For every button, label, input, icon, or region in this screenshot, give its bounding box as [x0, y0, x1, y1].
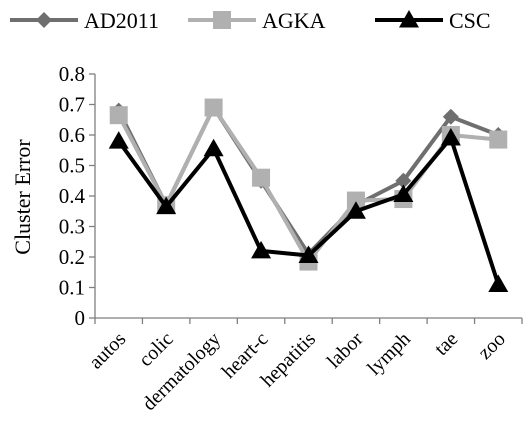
data-point [345, 201, 366, 219]
y-tick-label: 0.8 [59, 62, 85, 86]
y-tick-label: 0.2 [59, 245, 85, 269]
y-axis-label: Cluster Error [10, 139, 35, 255]
x-tick-label: colic [135, 328, 178, 371]
data-point [489, 130, 508, 149]
legend-label: AGKA [262, 8, 326, 33]
data-point [488, 274, 509, 292]
y-tick-label: 0.4 [59, 184, 86, 208]
legend-item-ad2011: AD2011 [10, 8, 159, 33]
data-point [203, 138, 224, 157]
data-point [204, 98, 223, 117]
y-tick-label: 0.1 [59, 276, 85, 300]
y-tick-label: 0.7 [59, 93, 85, 117]
data-point [440, 128, 461, 146]
x-tick-label: tae [430, 328, 462, 360]
legend-marker [36, 12, 52, 28]
data-point [393, 184, 414, 202]
data-point [395, 172, 412, 189]
series-layer [108, 98, 509, 292]
data-point [298, 245, 319, 263]
data-point [108, 131, 129, 149]
x-tick-label: lymph [363, 328, 415, 380]
x-tick-label: autos [85, 328, 131, 374]
data-point [156, 196, 177, 215]
data-point [346, 191, 365, 210]
series-ad2011 [110, 99, 507, 262]
legend-item-agka: AGKA [188, 8, 326, 33]
data-point [442, 108, 459, 125]
y-tick-label: 0.6 [59, 123, 85, 147]
legend-marker [399, 10, 419, 28]
legend-label: CSC [449, 8, 491, 33]
y-tick-label: 0.3 [59, 215, 85, 239]
legend-label: AD2011 [84, 8, 159, 33]
data-point [109, 106, 128, 125]
legend: AD2011 AGKA CSC [10, 8, 491, 33]
data-point [252, 168, 271, 187]
x-tick-label: labor [323, 328, 368, 373]
legend-marker [213, 11, 231, 29]
data-point [251, 240, 272, 259]
y-tick-label: 0 [75, 306, 86, 330]
series-line [116, 105, 499, 256]
y-tick-label: 0.5 [59, 154, 85, 178]
legend-item-csc: CSC [375, 8, 491, 33]
series-csc [108, 128, 509, 292]
x-tick-label: zoo [474, 328, 510, 364]
